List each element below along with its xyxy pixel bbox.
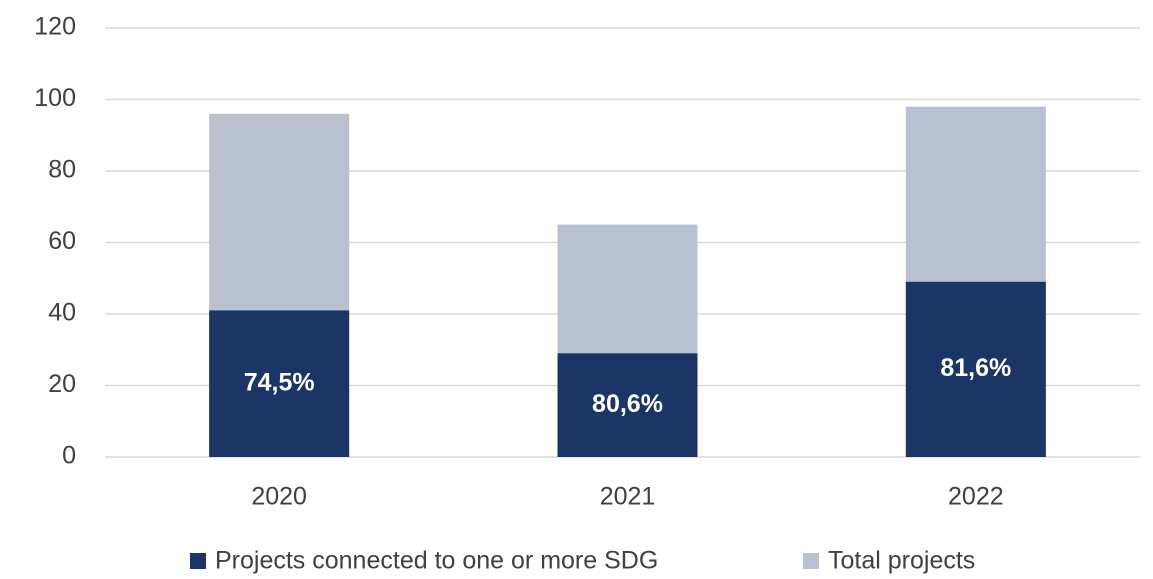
legend-label: Total projects	[828, 547, 975, 575]
y-tick-label: 20	[48, 370, 76, 398]
x-tick-label: 2021	[600, 483, 656, 511]
y-tick-label: 40	[48, 299, 76, 327]
y-tick-label: 0	[62, 442, 76, 470]
annotation: 80,6%	[592, 390, 663, 418]
x-tick-label: 2020	[251, 483, 307, 511]
y-tick-label: 120	[34, 13, 76, 41]
y-tick-label: 60	[48, 227, 76, 255]
x-tick-label: 2022	[948, 483, 1004, 511]
bar	[557, 353, 698, 457]
legend-swatch	[190, 553, 206, 569]
bar	[905, 281, 1046, 457]
bar	[209, 310, 350, 457]
annotation: 74,5%	[244, 368, 315, 396]
y-tick-label: 80	[48, 156, 76, 184]
legend-swatch	[803, 553, 819, 569]
annotation: 81,6%	[940, 354, 1011, 382]
y-tick-label: 100	[34, 84, 76, 112]
legend-label: Projects connected to one or more SDG	[215, 547, 658, 575]
